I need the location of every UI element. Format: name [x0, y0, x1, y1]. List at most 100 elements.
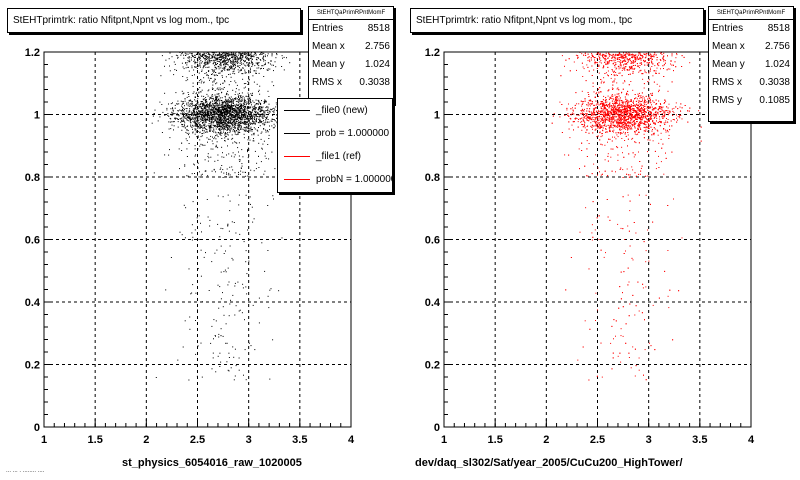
scatter-point: [246, 64, 248, 66]
scatter-point: [203, 106, 205, 108]
scatter-point: [209, 120, 210, 122]
scatter-point: [248, 129, 250, 131]
scatter-point: [202, 127, 204, 129]
scatter-point: [185, 80, 187, 82]
scatter-point: [254, 105, 256, 107]
scatter-point: [269, 129, 271, 131]
scatter-point: [272, 127, 274, 129]
scatter-point: [231, 116, 233, 118]
scatter-point: [220, 171, 222, 173]
scatter-point: [207, 77, 209, 79]
scatter-point: [254, 123, 256, 125]
scatter-point: [203, 65, 205, 67]
scatter-point: [253, 56, 255, 58]
scatter-point: [223, 125, 225, 127]
scatter-point: [612, 136, 613, 138]
scatter-point: [238, 116, 240, 118]
scatter-point: [194, 59, 195, 61]
scatter-point: [209, 58, 211, 59]
scatter-point: [211, 73, 213, 75]
scatter-point: [239, 53, 241, 55]
scatter-point: [182, 101, 184, 103]
scatter-point: [240, 105, 242, 107]
scatter-point: [233, 115, 235, 117]
scatter-point: [237, 114, 239, 116]
scatter-point: [265, 118, 267, 120]
scatter-point: [242, 171, 244, 173]
scatter-point: [235, 365, 237, 367]
scatter-point: [227, 53, 229, 55]
scatter-point: [201, 95, 203, 97]
scatter-point: [246, 273, 248, 275]
scatter-point: [224, 105, 226, 107]
scatter-point: [242, 95, 244, 97]
scatter-point: [193, 110, 195, 112]
scatter-point: [248, 103, 250, 105]
scatter-point: [228, 352, 230, 354]
scatter-point: [226, 56, 228, 58]
scatter-point: [253, 113, 255, 115]
scatter-point: [259, 93, 261, 95]
scatter-point: [209, 105, 211, 107]
scatter-point: [166, 107, 168, 109]
scatter-point: [228, 122, 230, 124]
scatter-point: [228, 96, 230, 98]
scatter-point: [171, 114, 173, 116]
scatter-point: [218, 103, 220, 105]
scatter-point: [267, 114, 269, 116]
scatter-point: [216, 113, 218, 115]
scatter-point: [187, 57, 189, 59]
scatter-point: [213, 169, 215, 171]
scatter-point: [206, 57, 208, 59]
scatter-point: [218, 307, 220, 309]
scatter-point: [262, 115, 264, 117]
scatter-point: [237, 126, 239, 128]
scatter-point: [621, 146, 623, 148]
scatter-point: [241, 126, 242, 128]
scatter-point: [194, 108, 196, 110]
scatter-point: [201, 126, 203, 128]
scatter-point: [235, 56, 236, 58]
scatter-point: [261, 147, 263, 149]
scatter-point: [183, 102, 185, 104]
scatter-point: [258, 62, 260, 64]
scatter-point: [232, 58, 234, 60]
scatter-point: [232, 99, 234, 101]
scatter-point: [239, 60, 241, 62]
scatter-point: [187, 130, 189, 132]
scatter-point: [214, 103, 216, 105]
scatter-point: [220, 54, 222, 56]
scatter-point: [234, 121, 236, 123]
scatter-point: [215, 62, 217, 64]
scatter-point: [197, 57, 199, 59]
scatter-point: [232, 57, 233, 59]
scatter-point: [233, 222, 235, 223]
scatter-point: [209, 225, 211, 227]
scatter-point: [241, 118, 243, 120]
scatter-point: [195, 121, 197, 123]
scatter-point: [228, 230, 230, 232]
scatter-point: [207, 155, 209, 157]
scatter-point: [254, 52, 256, 54]
scatter-point: [212, 143, 214, 145]
scatter-point: [202, 121, 204, 123]
scatter-point: [191, 119, 192, 121]
scatter-point: [247, 55, 249, 57]
scatter-point: [211, 104, 213, 106]
scatter-point: [241, 73, 243, 75]
scatter-point: [217, 58, 219, 60]
scatter-point: [212, 148, 214, 150]
scatter-point: [231, 155, 233, 157]
scatter-point: [196, 217, 198, 219]
scatter-point: [234, 154, 236, 156]
scatter-point: [203, 116, 205, 118]
scatter-point: [189, 120, 191, 122]
scatter-point: [228, 99, 230, 101]
scatter-point: [164, 92, 166, 94]
scatter-point: [257, 63, 259, 65]
scatter-point: [248, 107, 250, 109]
scatter-point: [240, 104, 241, 106]
scatter-point: [232, 130, 234, 132]
scatter-point: [242, 109, 244, 111]
